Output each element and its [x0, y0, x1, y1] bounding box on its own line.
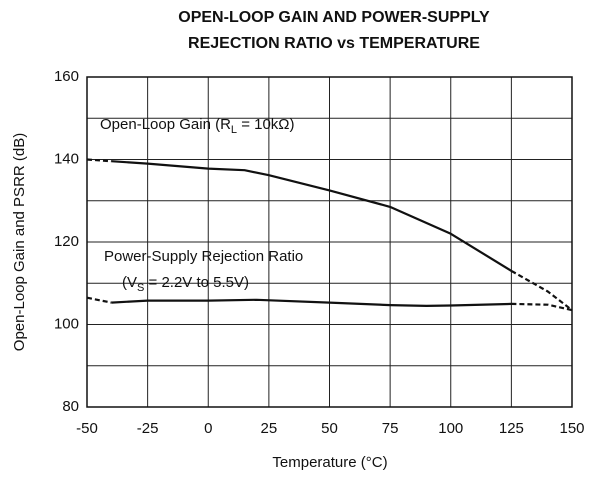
annotation-part: L — [231, 124, 237, 136]
plot-frame — [86, 76, 573, 408]
x-tick-label: 100 — [438, 420, 463, 437]
y-tick-label: 80 — [62, 398, 79, 415]
annotation-part: Power-Supply Rejection Ratio — [104, 248, 303, 265]
chart-title: REJECTION RATIO vs TEMPERATURE — [188, 35, 480, 52]
y-tick-label: 160 — [54, 68, 79, 85]
annotation-part: S — [137, 282, 144, 294]
line — [111, 160, 512, 272]
x-tick-label: -50 — [76, 420, 98, 437]
y-axis-label: Open-Loop Gain and PSRR (dB) — [11, 133, 28, 351]
x-tick-label: 0 — [204, 420, 212, 437]
annotation-part: = 10kΩ) — [237, 116, 295, 133]
annotation-part: (V — [122, 274, 137, 291]
annotation-part: Open-Loop Gain (R — [100, 116, 231, 133]
x-tick-label: 50 — [321, 420, 338, 437]
y-tick-label: 120 — [54, 233, 79, 250]
x-tick-label: -25 — [137, 420, 159, 437]
x-axis-label: Temperature (°C) — [272, 454, 387, 471]
line — [86, 158, 112, 163]
x-tick-label: 25 — [261, 420, 278, 437]
line — [111, 298, 512, 307]
annotation: Power-Supply Rejection Ratio — [104, 248, 303, 265]
line — [510, 269, 573, 311]
x-tick-label: 75 — [382, 420, 399, 437]
line — [86, 296, 112, 304]
x-tick-label: 125 — [499, 420, 524, 437]
x-tick-label: 150 — [559, 420, 584, 437]
annotation-part: = 2.2V to 5.5V) — [144, 274, 249, 291]
chart-title: OPEN-LOOP GAIN AND POWER-SUPPLY — [178, 9, 490, 26]
y-tick-label: 100 — [54, 315, 79, 332]
annotation: (VS = 2.2V to 5.5V) — [122, 274, 249, 294]
y-tick-label: 140 — [54, 150, 79, 167]
line — [511, 302, 573, 312]
annotation: Open-Loop Gain (RL = 10kΩ) — [100, 116, 295, 136]
